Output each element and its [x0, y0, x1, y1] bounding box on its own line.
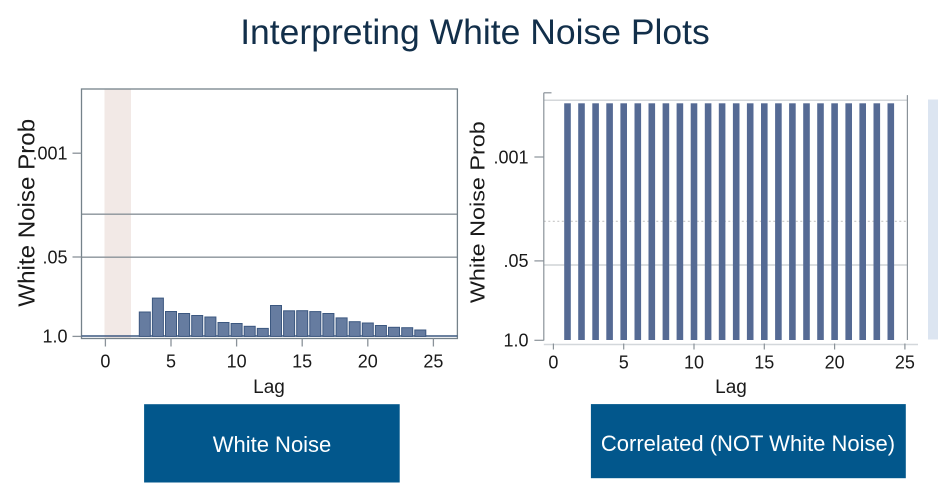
svg-text:1.0: 1.0	[42, 327, 67, 347]
svg-text:10: 10	[684, 352, 704, 372]
svg-text:20: 20	[358, 352, 378, 372]
svg-text:.001: .001	[493, 147, 528, 167]
svg-text:0: 0	[548, 352, 558, 372]
svg-text:5: 5	[619, 352, 629, 372]
svg-text:15: 15	[292, 352, 312, 372]
svg-text:25: 25	[895, 352, 915, 372]
svg-text:.05: .05	[42, 247, 67, 267]
svg-text:15: 15	[754, 352, 774, 372]
svg-text:White Noise Prob: White Noise Prob	[466, 121, 489, 303]
svg-text:Lag: Lag	[253, 377, 285, 398]
svg-text:20: 20	[825, 352, 845, 372]
svg-text:1.0: 1.0	[503, 331, 528, 351]
svg-text:.001: .001	[32, 144, 67, 164]
svg-text:.05: .05	[503, 251, 528, 271]
svg-text:5: 5	[166, 352, 176, 372]
svg-text:Interpreting White Noise Plots: Interpreting White Noise Plots	[240, 12, 710, 52]
svg-text:25: 25	[423, 352, 443, 372]
svg-text:Correlated (NOT White Noise): Correlated (NOT White Noise)	[601, 431, 895, 456]
svg-text:White Noise: White Noise	[213, 432, 332, 457]
svg-text:0: 0	[100, 352, 110, 372]
svg-text:10: 10	[227, 352, 247, 372]
svg-text:Lag: Lag	[715, 377, 747, 398]
svg-text:White Noise Prob: White Noise Prob	[15, 119, 40, 307]
